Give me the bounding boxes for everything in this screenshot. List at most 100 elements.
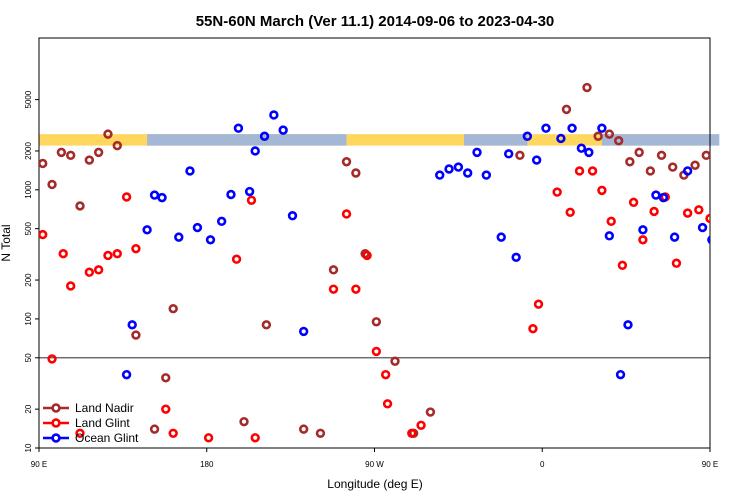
y-tick-label-7: 2000 [24, 142, 33, 160]
ocean-glint-point-14 [259, 131, 270, 141]
land-nadir-point-17 [328, 265, 339, 275]
land-nadir-point-33 [645, 166, 656, 176]
land-glint-point-37 [649, 206, 659, 217]
ocean-glint-point-9 [216, 216, 227, 227]
ocean-glint-point-8 [205, 235, 216, 245]
land-nadir-point-30 [613, 136, 624, 146]
ocean-glint-point-41 [658, 192, 669, 203]
land-glint-point-20 [362, 250, 372, 261]
land-nadir-point-34 [656, 150, 667, 161]
land-nadir-point-38 [701, 150, 710, 161]
ocean-glint-point-7 [192, 222, 203, 233]
ocean-glint-point-21 [453, 162, 464, 172]
land-nadir-point-28 [593, 131, 603, 141]
land-glint-point-0 [39, 229, 48, 240]
land-glint-point-3 [65, 281, 76, 291]
ocean-glint-point-25 [496, 232, 506, 242]
land-glint-point-13 [203, 433, 214, 443]
land-nadir-point-29 [604, 129, 615, 139]
land-glint-point-25 [416, 420, 426, 430]
legend-marker-land-glint [51, 418, 61, 428]
ocean-glint-point-15 [269, 110, 279, 120]
land-nadir-point-37 [690, 160, 700, 170]
land-glint-point-1 [47, 354, 57, 364]
ocean-glint-point-22 [462, 168, 473, 178]
land-nadir-point-18 [341, 157, 352, 167]
x-tick-label-1: 180 [200, 460, 214, 469]
ocean-glint-point-4 [157, 192, 167, 203]
y-tick-label-0: 10 [24, 443, 33, 452]
land-nadir-point-19 [351, 168, 361, 178]
land-glint-point-44 [729, 356, 736, 363]
ocean-glint-point-13 [250, 146, 260, 156]
ocean-glint-point-10 [226, 189, 236, 200]
land-glint-point-10 [131, 243, 141, 254]
x-axis-label: Longitude (deg E) [327, 477, 422, 491]
ocean-glint-point-29 [531, 155, 542, 165]
ocean-glint-point-31 [556, 133, 566, 144]
land-glint-point-35 [628, 197, 639, 208]
land-glint-point-2 [58, 249, 68, 259]
land-nadir-point-39 [714, 149, 721, 156]
ocean-glint-point-43 [682, 166, 693, 176]
land-glint-point-4 [75, 428, 85, 438]
land-nadir-point-5 [84, 155, 95, 165]
legend-label-land-nadir: Land Nadir [75, 401, 134, 415]
ocean-glint-point-26 [504, 149, 514, 159]
plot-frame [38, 37, 711, 449]
land-nadir-point-25 [515, 150, 525, 161]
land-glint-point-9 [121, 192, 132, 202]
land-glint-point-19 [351, 284, 361, 294]
land-glint-point-30 [574, 166, 585, 176]
ocean-glint-point-24 [481, 170, 492, 180]
legend-marker-ocean-glint [51, 433, 61, 443]
land-nadir-point-16 [315, 428, 326, 438]
land-nadir-point-22 [390, 356, 400, 366]
land-nadir-point-8 [112, 140, 122, 151]
land-nadir-point-26 [561, 104, 572, 115]
land-nadir-point-24 [425, 407, 436, 417]
land-glint-point-33 [606, 216, 616, 227]
land-nadir-point-41 [738, 181, 745, 188]
land-glint-point-16 [250, 433, 260, 443]
land-nadir-point-2 [56, 147, 67, 158]
land-glint-point-14 [231, 254, 242, 264]
band-blue-0 [147, 134, 347, 146]
ocean-glint-point-34 [584, 147, 594, 158]
land-glint-point-23 [382, 399, 393, 409]
land-nadir-point-35 [668, 162, 678, 172]
land-glint-point-17 [328, 284, 339, 294]
land-nadir-point-9 [131, 330, 141, 340]
y-tick-label-5: 500 [24, 221, 33, 235]
land-glint-point-11 [161, 404, 171, 414]
land-nadir-point-1 [47, 179, 57, 190]
land-glint-point-7 [103, 250, 113, 261]
land-nadir-point-11 [161, 373, 171, 383]
band-blue-2 [601, 134, 720, 146]
land-glint-point-5 [84, 267, 95, 277]
land-glint-point-24 [407, 428, 417, 438]
ocean-glint-point-19 [435, 170, 445, 180]
land-glint-point-40 [682, 208, 693, 218]
land-glint-point-28 [552, 187, 562, 197]
ocean-glint-point-37 [615, 369, 626, 380]
ocean-glint-point-44 [697, 222, 708, 233]
ocean-glint-point-23 [472, 147, 482, 158]
land-nadir-point-3 [65, 150, 76, 161]
land-glint-point-32 [597, 185, 607, 196]
land-glint-point-27 [533, 299, 544, 309]
land-glint-point-29 [565, 207, 575, 217]
band-yellow [39, 134, 710, 146]
ocean-glint-point-27 [511, 252, 521, 263]
land-nadir-point-13 [239, 416, 249, 427]
land-glint-point-39 [671, 258, 682, 268]
land-nadir-point-0 [39, 158, 48, 169]
ocean-glint-point-18 [298, 326, 309, 337]
ocean-glint-point-33 [576, 143, 587, 153]
ocean-glint-point-39 [638, 225, 648, 235]
y-tick-label-8: 5000 [24, 90, 33, 108]
ocean-glint-point-38 [623, 320, 633, 330]
ocean-glint-point-35 [597, 123, 607, 133]
land-nadir-point-27 [582, 82, 592, 93]
x-tick-label-2: 90 W [365, 460, 384, 469]
